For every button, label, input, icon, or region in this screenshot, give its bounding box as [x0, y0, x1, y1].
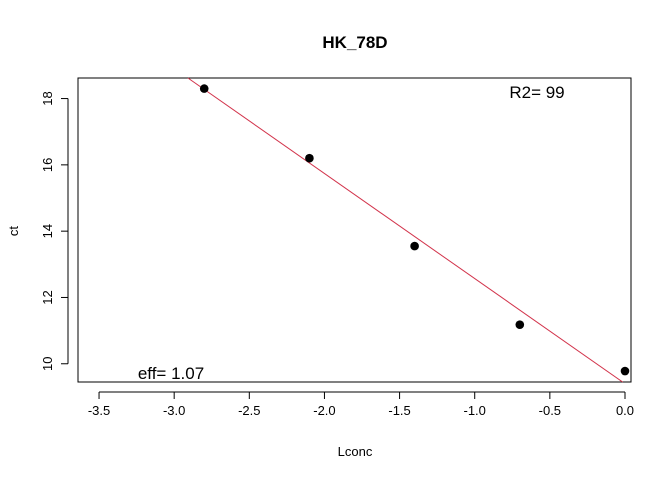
plot-frame [77, 77, 632, 383]
data-point [620, 366, 630, 376]
efficiency-annotation: eff= 1.07 [138, 364, 204, 383]
data-point [199, 84, 209, 93]
fit-line-layer [187, 77, 623, 383]
x-tick-label: -1.0 [464, 403, 486, 418]
x-tick-label: 0.0 [616, 403, 634, 418]
fit-line [187, 77, 623, 383]
x-tick-label: -3.0 [163, 403, 185, 418]
y-tick-label: 16 [40, 158, 55, 172]
x-tick-label: -1.5 [388, 403, 410, 418]
y-axis: 10 12 14 16 18 [40, 91, 69, 371]
data-points [199, 84, 630, 376]
x-tick-label: -2.5 [238, 403, 260, 418]
chart-title: HK_78D [322, 33, 387, 52]
y-tick-label: 18 [40, 91, 55, 105]
y-tick-label: 12 [40, 290, 55, 304]
data-point [515, 320, 525, 329]
y-tick-label: 14 [40, 224, 55, 238]
r2-annotation: R2= 99 [509, 83, 564, 102]
x-axis: -3.5 -3.0 -2.5 -2.0 -1.5 -1.0 -0.5 0.0 [88, 391, 634, 418]
x-axis-label: Lconc [338, 444, 373, 459]
x-tick-label: -2.0 [313, 403, 335, 418]
x-tick-label: -0.5 [539, 403, 561, 418]
y-axis-label: ct [6, 226, 21, 237]
data-point [305, 153, 314, 163]
y-tick-label: 10 [40, 357, 55, 371]
x-tick-label: -3.5 [88, 403, 110, 418]
data-point [410, 241, 419, 251]
